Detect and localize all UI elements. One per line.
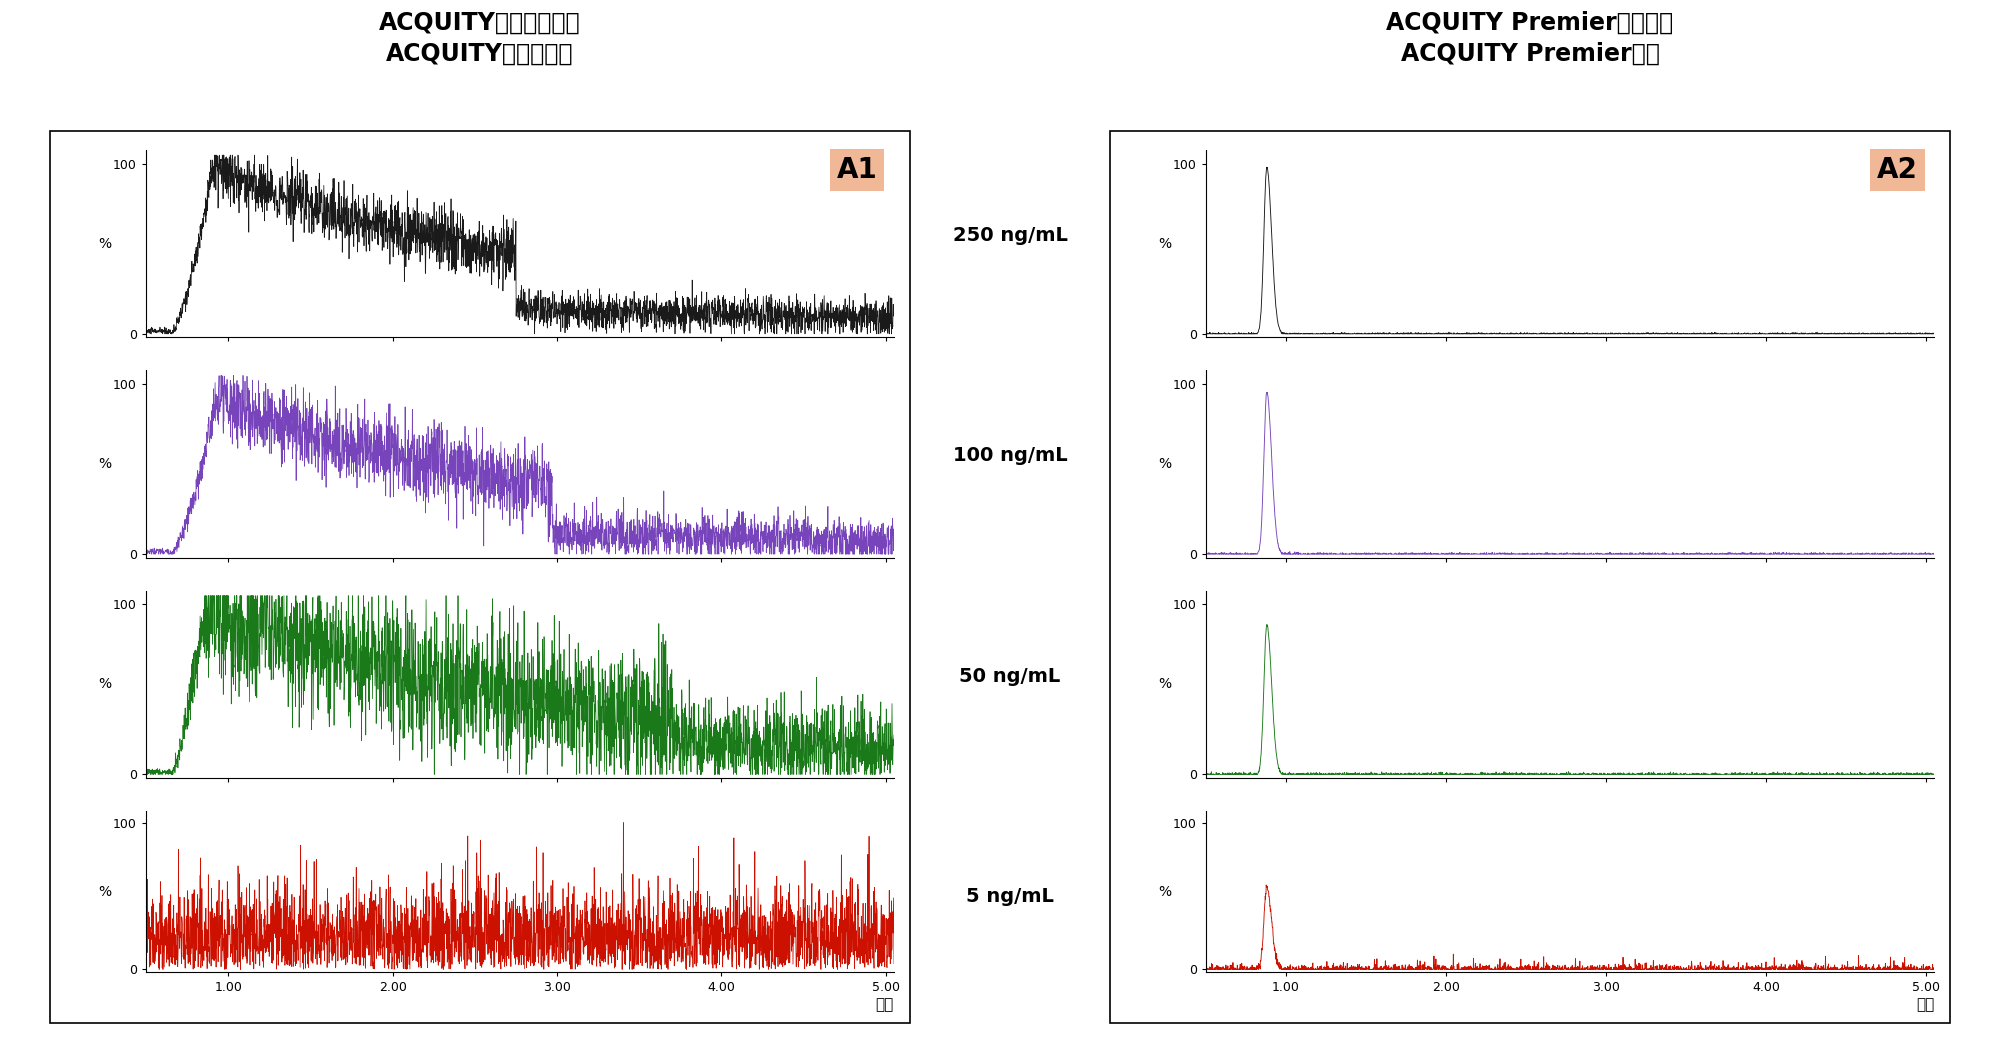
Text: 250 ng/mL: 250 ng/mL xyxy=(952,226,1068,245)
Text: A2: A2 xyxy=(1878,155,1918,184)
Text: ACQUITY Premier色谱柱和
ACQUITY Premier系统: ACQUITY Premier色谱柱和 ACQUITY Premier系统 xyxy=(1386,10,1674,66)
Y-axis label: %: % xyxy=(98,678,112,691)
Text: 100 ng/mL: 100 ng/mL xyxy=(952,446,1068,466)
Text: 50 ng/mL: 50 ng/mL xyxy=(960,666,1060,686)
Y-axis label: %: % xyxy=(1158,237,1172,251)
Y-axis label: %: % xyxy=(98,237,112,251)
Y-axis label: %: % xyxy=(1158,678,1172,691)
Text: 5 ng/mL: 5 ng/mL xyxy=(966,886,1054,906)
X-axis label: 时间: 时间 xyxy=(876,998,894,1012)
Text: ACQUITY标准色谱柱和
ACQUITY不锈锃系统: ACQUITY标准色谱柱和 ACQUITY不锈锃系统 xyxy=(380,10,580,66)
Y-axis label: %: % xyxy=(98,884,112,899)
Y-axis label: %: % xyxy=(1158,457,1172,471)
Text: A1: A1 xyxy=(836,155,878,184)
Y-axis label: %: % xyxy=(1158,884,1172,899)
Y-axis label: %: % xyxy=(98,457,112,471)
X-axis label: 时间: 时间 xyxy=(1916,998,1934,1012)
